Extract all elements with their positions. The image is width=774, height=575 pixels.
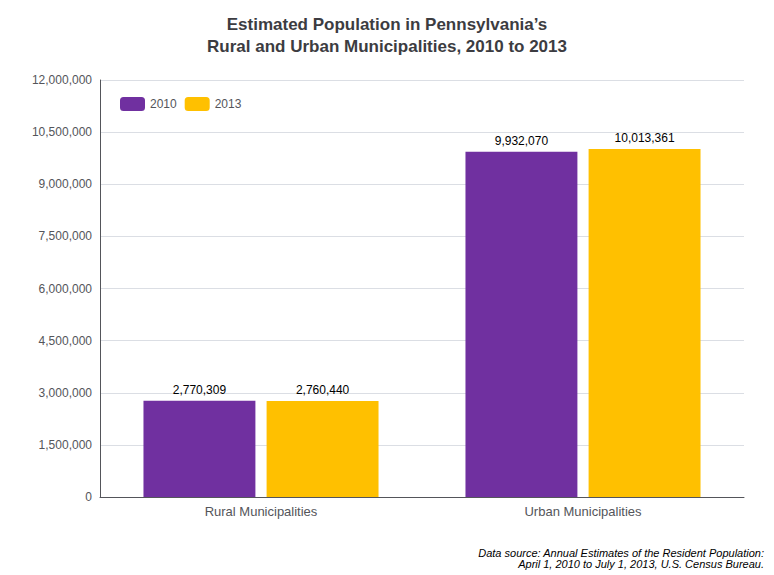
svg-text:April 1, 2010 to July 1, 2013,: April 1, 2010 to July 1, 2013, U.S. Cens…: [517, 558, 764, 570]
svg-text:7,500,000: 7,500,000: [39, 229, 93, 243]
svg-text:9,000,000: 9,000,000: [39, 177, 93, 191]
svg-text:1,500,000: 1,500,000: [39, 438, 93, 452]
svg-text:0: 0: [85, 490, 92, 504]
svg-text:10,500,000: 10,500,000: [32, 125, 92, 139]
svg-text:Rural Municipalities: Rural Municipalities: [205, 504, 318, 519]
svg-text:6,000,000: 6,000,000: [39, 282, 93, 296]
svg-text:2013: 2013: [215, 97, 242, 111]
svg-text:3,000,000: 3,000,000: [39, 386, 93, 400]
svg-text:Estimated Population in Pennsy: Estimated Population in Pennsylvania’s: [227, 15, 548, 34]
svg-text:4,500,000: 4,500,000: [39, 334, 93, 348]
svg-text:2,770,309: 2,770,309: [173, 383, 227, 397]
svg-text:12,000,000: 12,000,000: [32, 73, 92, 87]
svg-text:Rural and Urban Municipalities: Rural and Urban Municipalities, 2010 to …: [207, 37, 567, 56]
svg-text:2,760,440: 2,760,440: [296, 383, 350, 397]
svg-text:9,932,070: 9,932,070: [495, 134, 549, 148]
svg-text:Urban Municipalities: Urban Municipalities: [524, 504, 642, 519]
svg-text:2010: 2010: [150, 97, 177, 111]
svg-text:Data source: Annual Estimates: Data source: Annual Estimates of the Res…: [478, 546, 764, 559]
svg-text:10,013,361: 10,013,361: [615, 131, 675, 145]
